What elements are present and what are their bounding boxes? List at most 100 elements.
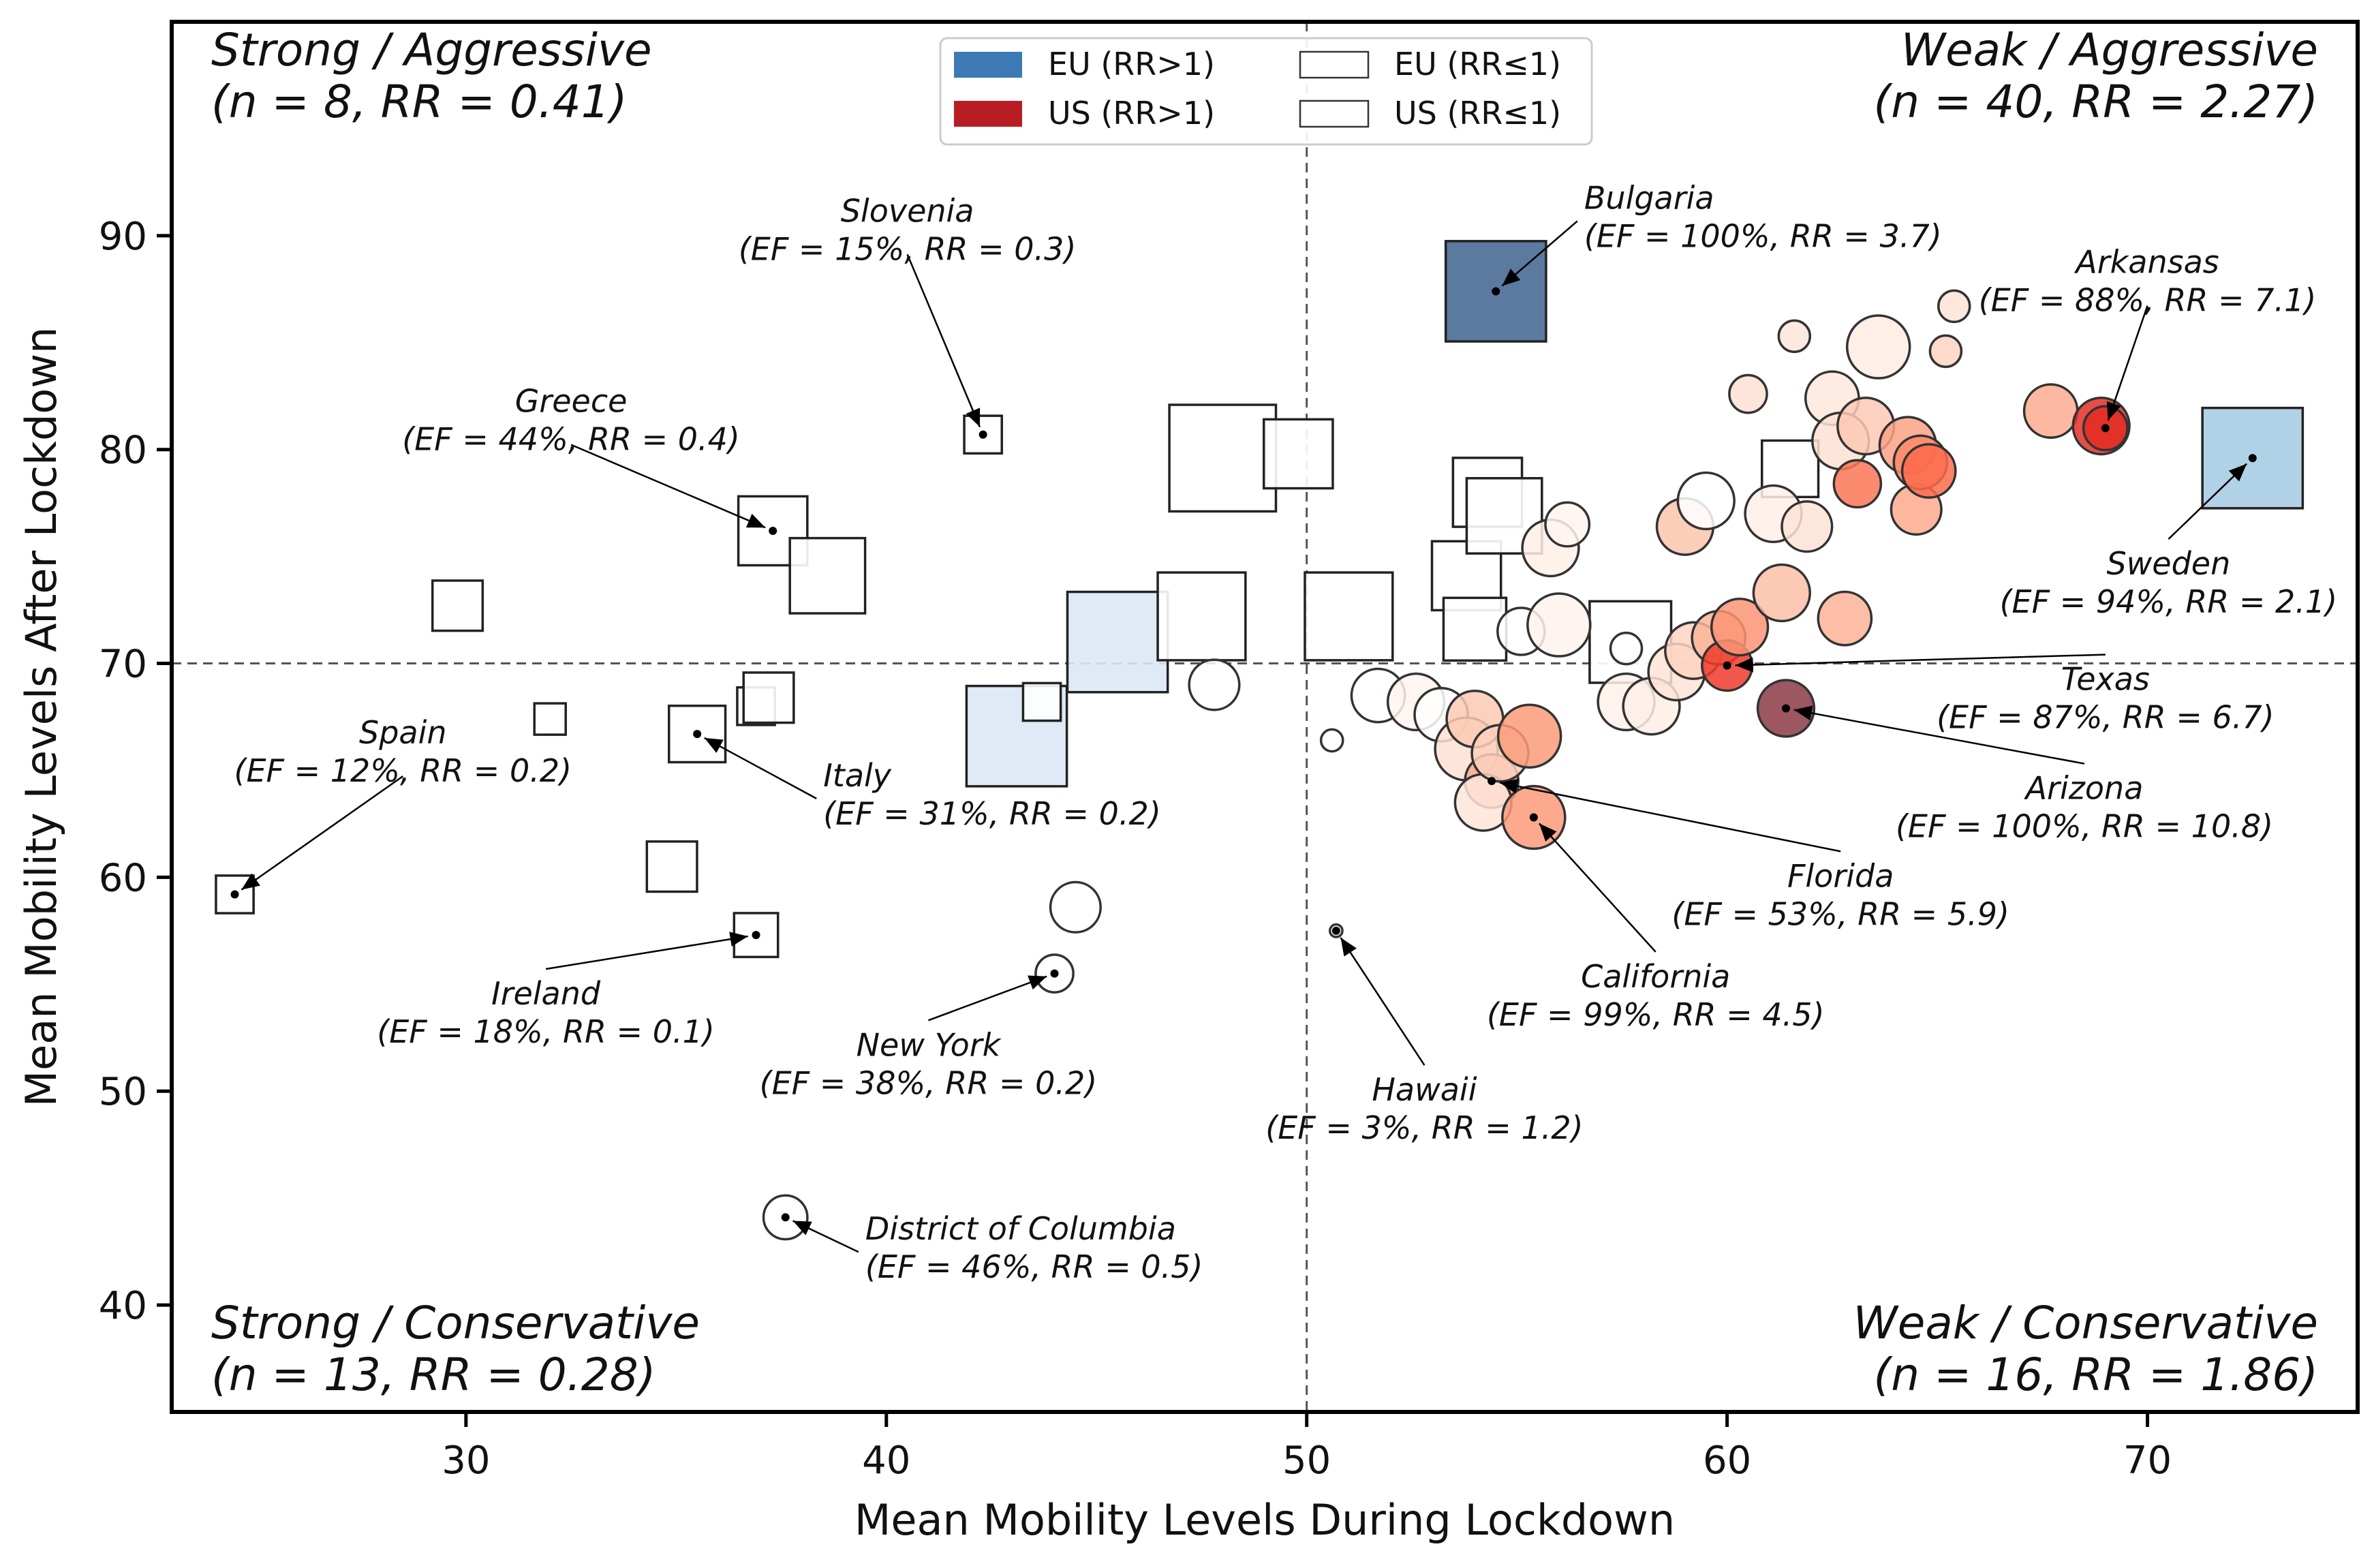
eu-point <box>1156 571 1247 662</box>
annotation-values: (EF = 100%, RR = 3.7) <box>1584 217 1942 254</box>
quadrant-dividers <box>172 22 2358 1412</box>
annotation-values: (EF = 18%, RR = 0.1) <box>377 1013 715 1050</box>
annotation-arrowhead <box>704 737 724 753</box>
annotation-arrowhead <box>1735 657 1753 673</box>
annotation-arrow <box>1340 937 1425 1066</box>
annotation-marker <box>1331 926 1340 935</box>
x-tick-label: 60 <box>1703 1439 1751 1483</box>
annotation-marker <box>1050 969 1059 978</box>
x-tick-label: 70 <box>2123 1439 2172 1483</box>
annotation-arrowhead <box>745 513 766 528</box>
eu-point <box>645 840 698 893</box>
us-point <box>1777 319 1812 354</box>
annotation-arrowhead <box>1793 705 1813 721</box>
annotation-name: Texas <box>2061 661 2150 698</box>
annotation-arrow <box>1793 709 2085 765</box>
us-point <box>1710 598 1770 657</box>
legend-label: EU (RR>1) <box>1048 46 1215 82</box>
x-tick-label: 40 <box>862 1439 910 1483</box>
annotation-values: (EF = 87%, RR = 6.7) <box>1937 699 2275 736</box>
annotation-name: Bulgaria <box>1584 179 1714 216</box>
annotation-arrowhead <box>1028 975 1047 990</box>
annotation-name: Ireland <box>491 975 601 1012</box>
annotation-marker <box>693 730 702 739</box>
legend: EU (RR>1) EU (RR≤1) US (RR>1) US (RR≤1) <box>939 37 1593 146</box>
annotation-marker <box>752 931 760 940</box>
eu-point <box>788 536 867 615</box>
annotation-arrowhead <box>1539 823 1557 842</box>
us-point <box>1928 334 1963 369</box>
us-point <box>1752 563 1811 623</box>
annotation-values: (EF = 53%, RR = 5.9) <box>1671 895 2009 932</box>
annotation-marker <box>1781 704 1790 713</box>
annotation-marker <box>1529 813 1538 822</box>
annotation-arrow <box>2168 463 2247 540</box>
y-tick-label: 60 <box>99 856 147 900</box>
x-tick-label: 30 <box>442 1439 490 1483</box>
annotation-name: Italy <box>823 757 892 794</box>
y-axis-title: Mean Mobility Levels After Lockdown <box>16 327 66 1107</box>
annotation-values: (EF = 3%, RR = 1.2) <box>1265 1109 1583 1146</box>
annotation-arrowhead <box>1502 268 1521 286</box>
annotation-values: (EF = 46%, RR = 0.5) <box>865 1248 1203 1285</box>
annotation-name: Florida <box>1787 857 1894 894</box>
quadrant-title: Strong / Conservative <box>211 1297 700 1349</box>
annotation-name: New York <box>857 1026 1002 1063</box>
eu-point <box>1066 590 1169 694</box>
annotation-arrowhead <box>729 932 748 947</box>
y-tick-label: 40 <box>99 1284 147 1328</box>
annotation-values: (EF = 44%, RR = 0.4) <box>402 421 740 458</box>
annotation-values: (EF = 88%, RR = 7.1) <box>1979 282 2317 319</box>
us-point <box>1845 314 1911 380</box>
annotation-values: (EF = 99%, RR = 4.5) <box>1487 996 1825 1033</box>
annotation-name: Arkansas <box>2074 244 2219 281</box>
quadrant-stats: (n = 8, RR = 0.41) <box>211 76 627 128</box>
annotations: Slovenia(EF = 15%, RR = 0.3)Greece(EF = … <box>230 179 2337 1285</box>
us-point <box>1780 500 1834 553</box>
x-tick-label: 50 <box>1282 1439 1331 1483</box>
us-point <box>2022 383 2079 440</box>
y-tick-label: 90 <box>99 215 147 259</box>
annotation-arrow <box>906 253 981 428</box>
annotation-name: District of Columbia <box>865 1210 1176 1247</box>
y-tick-label: 70 <box>99 643 147 687</box>
eu-point <box>1168 403 1278 513</box>
us-point <box>1319 728 1344 753</box>
annotation-name: Spain <box>359 714 447 751</box>
us-point <box>1937 289 1971 324</box>
plot-frame <box>170 20 2360 1414</box>
annotation-arrow <box>570 444 766 529</box>
legend-swatch <box>1299 99 1370 128</box>
annotation-arrowhead <box>966 408 981 427</box>
eu-point <box>1263 418 1334 490</box>
legend-label: US (RR≤1) <box>1394 95 1561 132</box>
us-point <box>1544 501 1591 548</box>
y-tick-label: 80 <box>99 429 147 473</box>
annotation-marker <box>769 526 777 535</box>
us-point <box>1676 471 1736 531</box>
annotation-arrowhead <box>2228 463 2247 482</box>
annotation-name: Arizona <box>2024 770 2144 807</box>
annotation-values: (EF = 31%, RR = 0.2) <box>823 795 1161 832</box>
quadrant-stats: (n = 40, RR = 2.27) <box>1874 76 2318 128</box>
quadrant-stats: (n = 13, RR = 0.28) <box>211 1349 656 1401</box>
annotation-arrowhead <box>1499 778 1519 794</box>
legend-label: EU (RR≤1) <box>1394 46 1561 82</box>
annotation-arrow <box>928 975 1047 1021</box>
annotation-values: (EF = 100%, RR = 10.8) <box>1896 808 2273 845</box>
annotation-name: Sweden <box>2106 545 2230 582</box>
annotation-name: Slovenia <box>841 192 974 229</box>
annotation-marker <box>2101 424 2110 433</box>
annotation-arrowhead <box>2106 401 2121 420</box>
eu-point <box>963 414 1004 455</box>
annotation-name: Hawaii <box>1372 1071 1477 1108</box>
eu-point <box>431 579 484 632</box>
legend-swatch <box>954 101 1022 127</box>
us-point <box>1526 592 1592 658</box>
annotation-arrow <box>704 737 817 799</box>
quadrant-title: Weak / Aggressive <box>1901 24 2318 76</box>
annotation-marker <box>1723 661 1731 670</box>
annotation-arrowhead <box>792 1220 812 1235</box>
annotation-marker <box>781 1213 790 1222</box>
